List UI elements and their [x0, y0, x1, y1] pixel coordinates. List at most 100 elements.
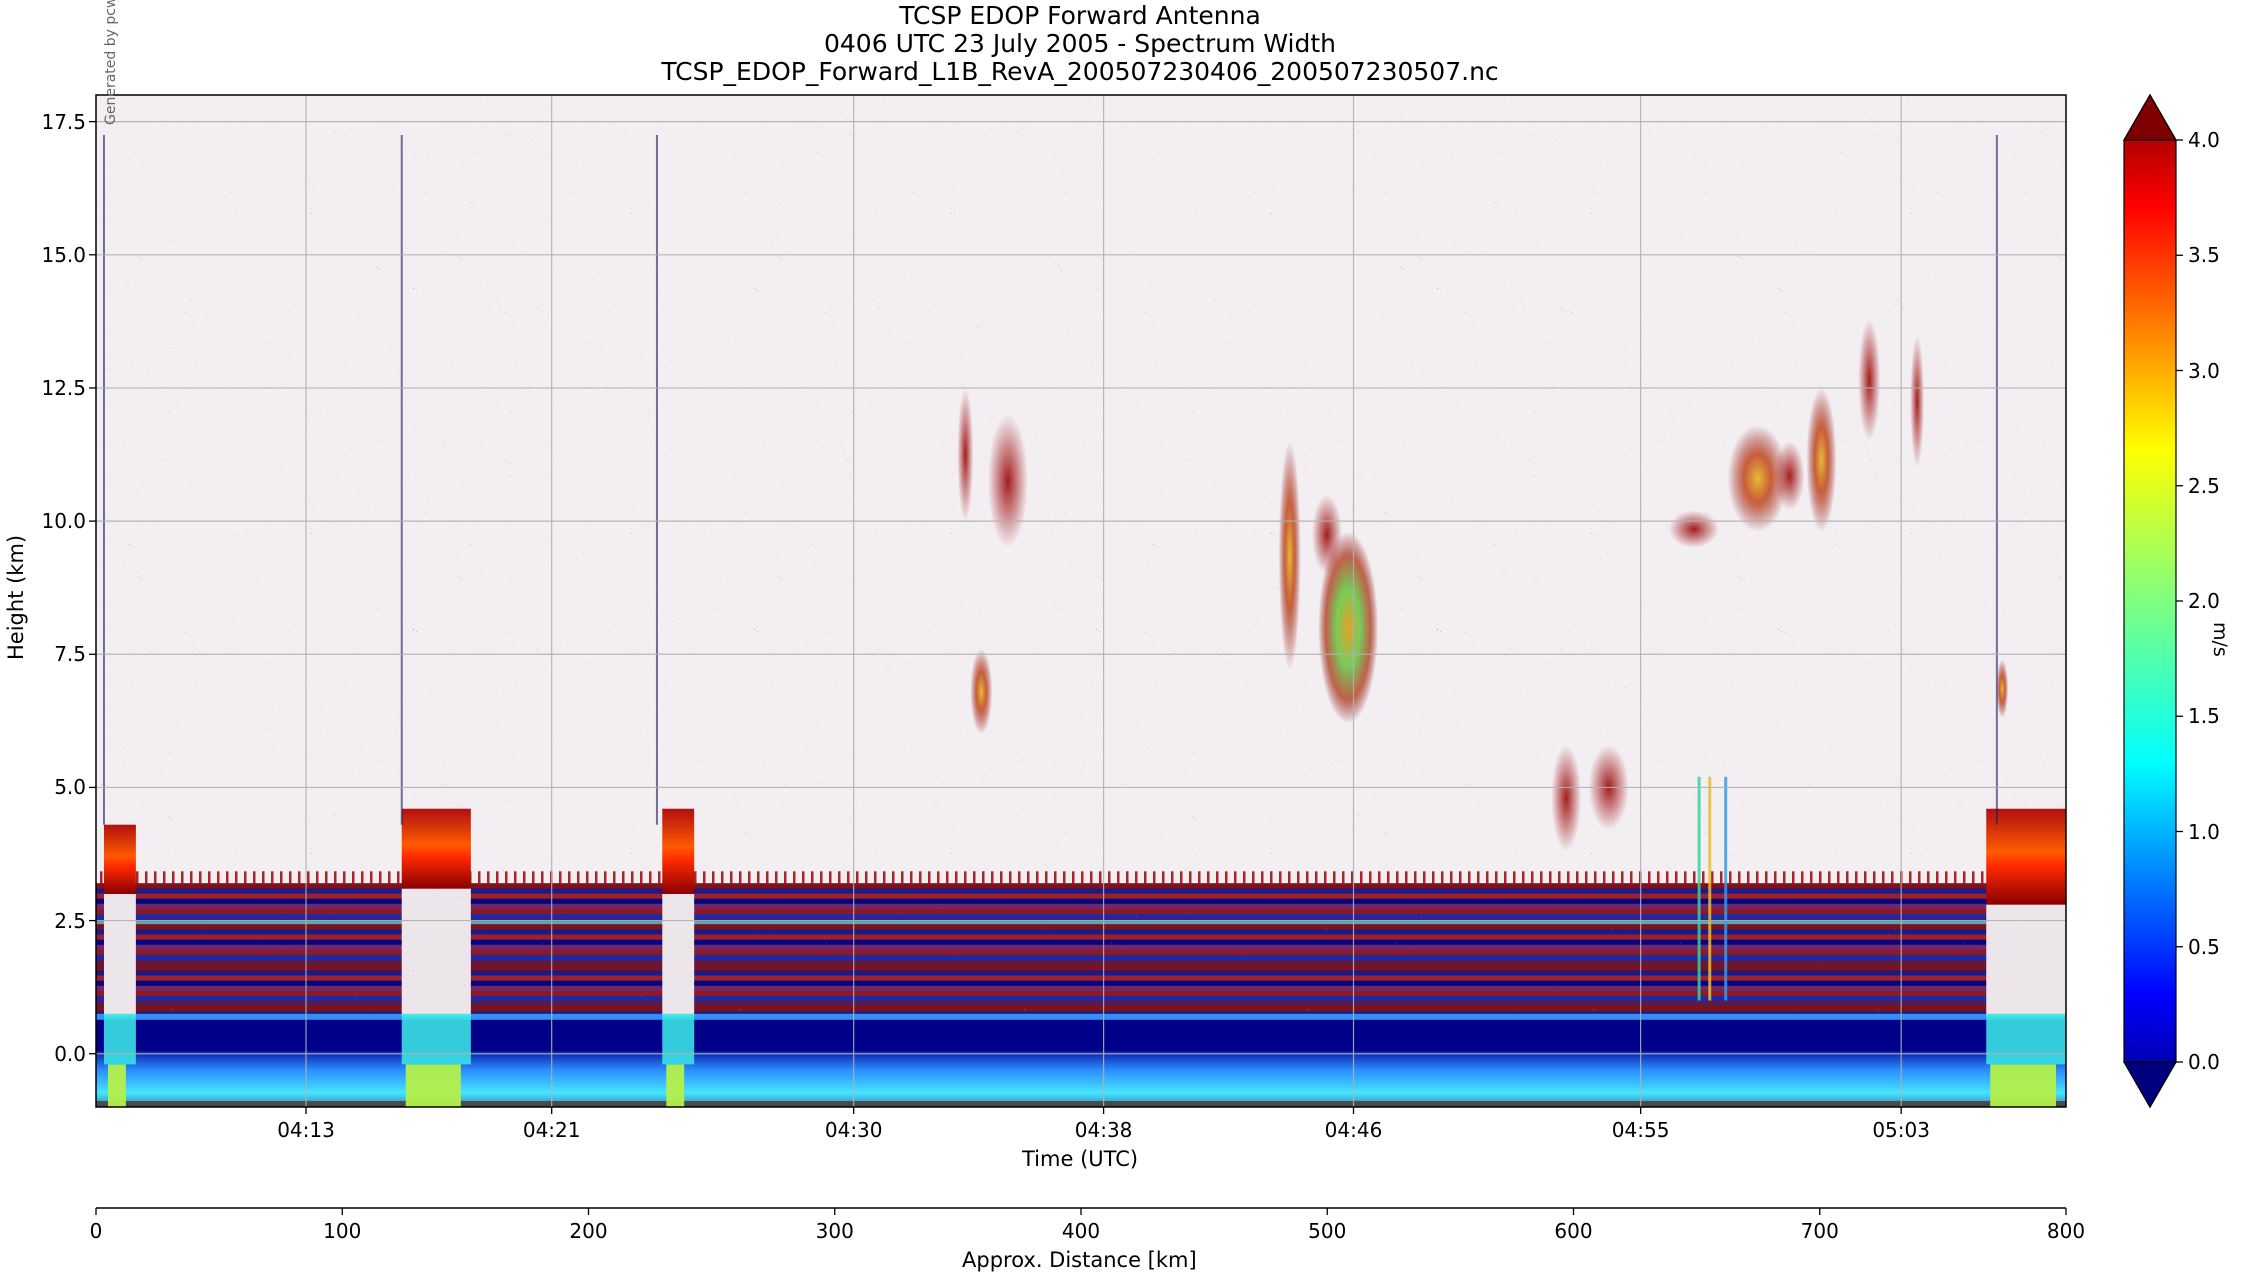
clutter-fringe: [847, 871, 850, 886]
surface-top-edge: [96, 1013, 2066, 1020]
clutter-fringe: [1585, 871, 1588, 886]
clutter-fringe: [1180, 871, 1183, 886]
distance-tick-label: 0: [89, 1219, 103, 1243]
clutter-fringe: [505, 871, 508, 886]
clutter-fringe: [370, 871, 373, 886]
clutter-fringe: [1837, 871, 1840, 886]
clutter-fringe: [1621, 871, 1624, 886]
clutter-fringe: [235, 871, 238, 886]
clutter-fringe: [1792, 871, 1795, 886]
surface-bright-0: [107, 1064, 126, 1107]
colorbar-tick-label: 1.5: [2188, 704, 2220, 729]
clutter-fringe: [973, 871, 976, 886]
clutter-fringe: [694, 871, 697, 886]
watermark: Generated by pcw: [103, 0, 119, 125]
distance-tick-label: 400: [1061, 1219, 1101, 1243]
clutter-fringe: [280, 871, 283, 886]
clutter-fringe: [145, 871, 148, 886]
clutter-fringe: [271, 871, 274, 886]
storm-cell: [970, 648, 993, 735]
distance-tick-label: 100: [323, 1219, 362, 1243]
clutter-fringe: [1540, 871, 1543, 886]
clutter-fringe: [1486, 871, 1489, 886]
surface-cyan-3: [1986, 1013, 2066, 1065]
clutter-fringe: [955, 871, 958, 886]
distance-tick-label: 300: [815, 1219, 854, 1243]
y-tick-label: 17.5: [41, 109, 86, 134]
surface-cyan-0: [103, 1013, 136, 1065]
clutter-fringe: [568, 871, 571, 886]
clutter-fringe: [1045, 871, 1048, 886]
x-tick-label: 04:55: [1611, 1118, 1670, 1142]
colorbar-tick-label: 1.0: [2188, 819, 2220, 844]
y-tick-label: 12.5: [41, 375, 86, 400]
colorbar-label: m/s: [2209, 622, 2231, 657]
chart-title-line-1: TCSP EDOP Forward Antenna: [899, 1, 1261, 30]
surface-bottom-edge: [96, 1101, 2066, 1107]
storm-cell: [1996, 659, 2009, 719]
colorbar-tick-label: 3.0: [2188, 358, 2220, 383]
clutter-fringe: [1954, 871, 1957, 886]
clutter-fringe: [1828, 871, 1831, 886]
clutter-fringe: [1189, 871, 1192, 886]
surface-bright-3: [1990, 1064, 2056, 1107]
clutter-fringe: [1135, 871, 1138, 886]
clutter-fringe: [820, 871, 823, 886]
clutter-fringe: [298, 871, 301, 886]
clutter-fringe: [829, 871, 832, 886]
x-tick-label: 04:30: [824, 1118, 883, 1142]
clutter-fringe: [1495, 871, 1498, 886]
storm-cell: [1910, 334, 1925, 468]
clutter-fringe: [559, 871, 562, 886]
clutter-fringe: [703, 871, 706, 886]
x-tick-label: 04:21: [522, 1118, 581, 1142]
clutter-fringe: [289, 871, 292, 886]
clutter-fringe: [1648, 871, 1651, 886]
clutter-fringe: [1081, 871, 1084, 886]
clutter-fringe: [1405, 871, 1408, 886]
clutter-fringe: [1198, 871, 1201, 886]
x-tick-label: 04:46: [1324, 1118, 1383, 1142]
clutter-fringe: [496, 871, 499, 886]
clutter-fringe: [1729, 871, 1732, 886]
clutter-fringe: [658, 871, 661, 886]
storm-cells: [957, 318, 2009, 1001]
clutter-fringe: [802, 871, 805, 886]
clutter-fringe: [1018, 871, 1021, 886]
y-tick-label: 5.0: [54, 775, 86, 800]
clutter-fringe: [1090, 871, 1093, 886]
chart-title-line-2: 0406 UTC 23 July 2005 - Spectrum Width: [824, 29, 1336, 58]
clutter-fringe: [1594, 871, 1597, 886]
clutter-fringe: [649, 871, 652, 886]
storm-cell: [1806, 387, 1837, 532]
clutter-fringe: [199, 871, 202, 886]
clutter-fringe: [856, 871, 859, 886]
chart-title-line-3: TCSP_EDOP_Forward_L1B_RevA_200507230406_…: [661, 57, 1499, 86]
clutter-fringe: [1846, 871, 1849, 886]
clutter-fringe: [1963, 871, 1966, 886]
clutter-fringe: [1882, 871, 1885, 886]
clutter-fringe: [1108, 871, 1111, 886]
clutter-fringe: [1675, 871, 1678, 886]
clutter-fringe: [865, 871, 868, 886]
clutter-fringe: [946, 871, 949, 886]
bright-band-2: [662, 808, 695, 894]
x-axis: [305, 1107, 1902, 1114]
surface-bright-2: [666, 1064, 685, 1107]
clutter-fringe: [811, 871, 814, 886]
colorbar-tick-label: 2.5: [2188, 473, 2220, 498]
clutter-fringe: [352, 871, 355, 886]
clutter-fringe: [1000, 871, 1003, 886]
clutter-fringe: [721, 871, 724, 886]
storm-cell: [1551, 744, 1582, 852]
clutter-fringe: [1144, 871, 1147, 886]
clutter-fringe: [1414, 871, 1417, 886]
clutter-fringe: [1972, 871, 1975, 886]
clutter-fringe: [748, 871, 751, 886]
clutter-fringe: [757, 871, 760, 886]
colorbar: [2122, 93, 2183, 1109]
clutter-fringe: [793, 871, 796, 886]
clutter-fringe: [1027, 871, 1030, 886]
y-tick-label: 10.0: [41, 509, 86, 534]
colorbar-tick-label: 4.0: [2188, 128, 2220, 152]
